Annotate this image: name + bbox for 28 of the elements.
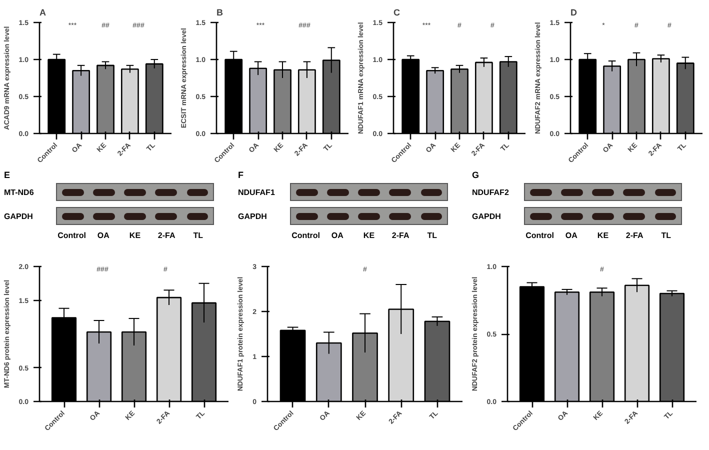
- category-label: OA: [96, 231, 110, 240]
- text: NDUFAF1: [238, 188, 276, 196]
- text: F: [238, 170, 244, 180]
- category-label: TL: [426, 231, 438, 240]
- text: GAPDH: [238, 212, 268, 220]
- chart-title: C: [394, 8, 400, 18]
- category-label: KE: [128, 231, 142, 240]
- chart-title: A: [40, 8, 46, 18]
- category-label: 2-FA: [624, 231, 644, 240]
- category-label: OA: [330, 231, 344, 240]
- category-label: Control: [290, 231, 322, 240]
- category-label: KE: [362, 231, 376, 240]
- category-label: Control: [56, 231, 88, 240]
- text: E: [4, 170, 12, 180]
- text: MT-ND6: [4, 188, 35, 196]
- category-label: 2-FA: [156, 231, 176, 240]
- chart-title: B: [216, 8, 224, 18]
- text: GAPDH: [472, 212, 502, 220]
- text: GAPDH: [4, 212, 34, 220]
- category-label: TL: [192, 231, 204, 240]
- category-label: Control: [524, 231, 556, 240]
- category-label: OA: [564, 231, 578, 240]
- category-label: 2-FA: [390, 231, 410, 240]
- category-label: KE: [596, 231, 610, 240]
- category-label: TL: [660, 231, 672, 240]
- text: NDUFAF2: [472, 188, 510, 196]
- chart-title: D: [570, 8, 578, 18]
- text: G: [472, 170, 480, 180]
